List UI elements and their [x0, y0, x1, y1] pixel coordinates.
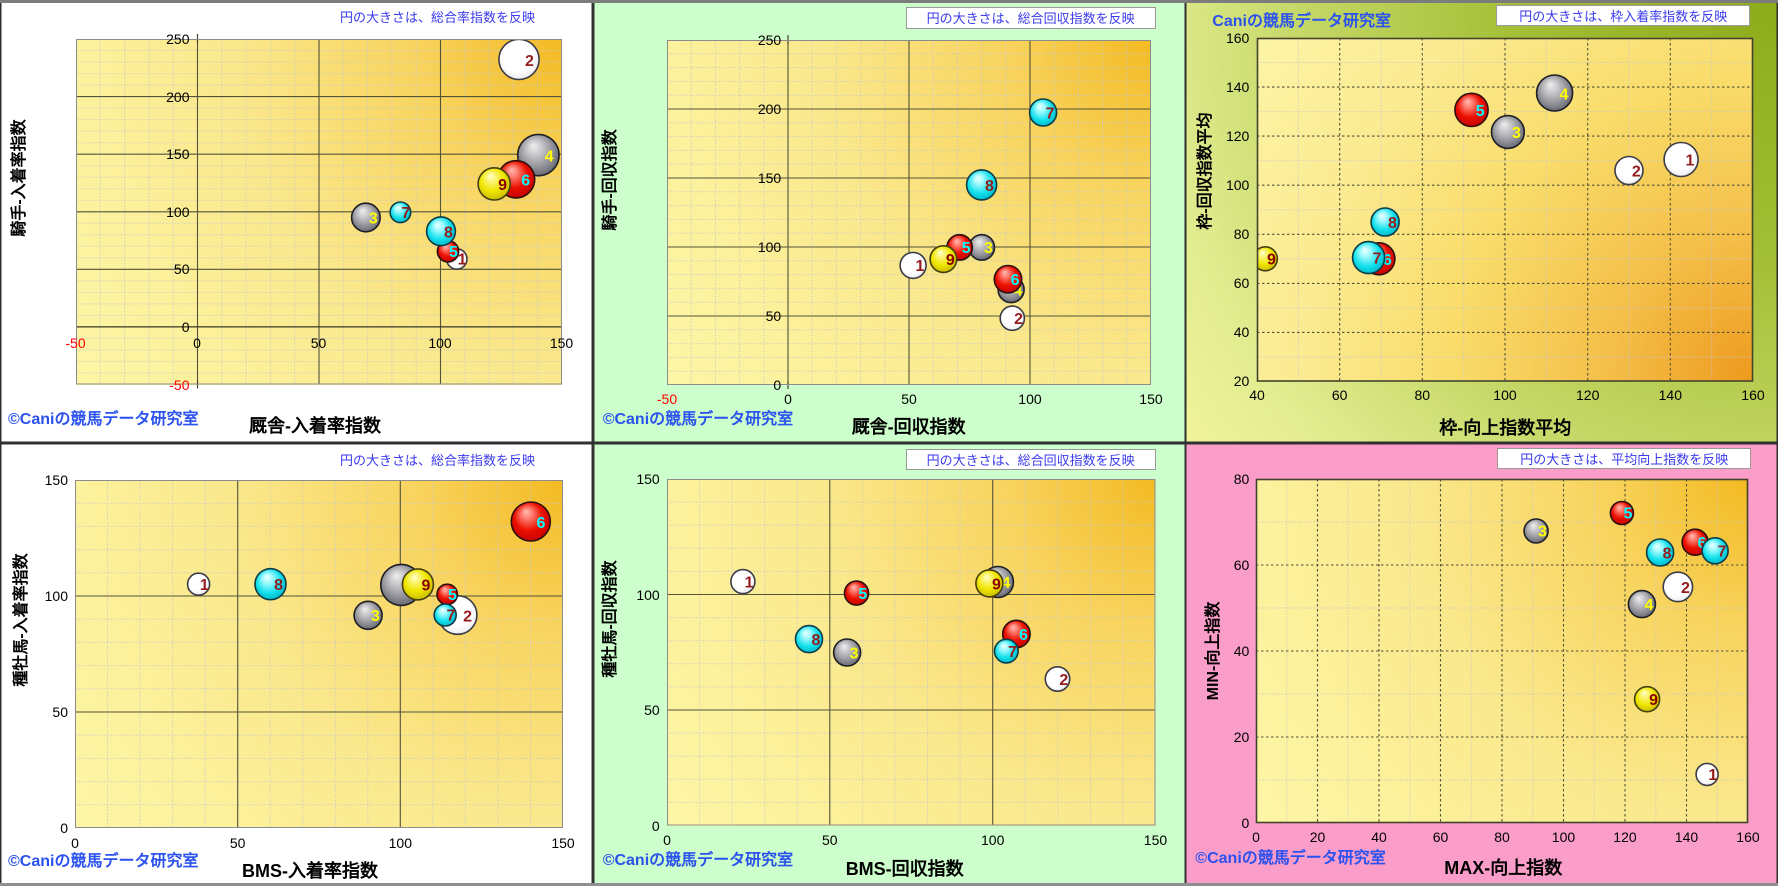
- svg-text:6: 6: [1383, 251, 1392, 268]
- svg-text:1: 1: [200, 577, 209, 594]
- svg-text:3: 3: [984, 240, 993, 257]
- svg-text:2: 2: [1014, 311, 1023, 328]
- svg-text:5: 5: [449, 244, 458, 261]
- svg-text:7: 7: [1372, 250, 1381, 267]
- svg-text:6: 6: [1011, 272, 1020, 289]
- svg-text:1: 1: [1708, 767, 1717, 784]
- svg-text:3: 3: [371, 608, 380, 625]
- svg-text:2: 2: [524, 53, 533, 70]
- svg-text:1: 1: [1685, 152, 1694, 169]
- svg-text:2: 2: [1059, 672, 1068, 689]
- svg-text:8: 8: [1663, 545, 1672, 562]
- svg-text:1: 1: [457, 252, 466, 269]
- svg-text:2: 2: [1632, 163, 1641, 180]
- svg-text:6: 6: [1697, 535, 1706, 552]
- svg-text:5: 5: [962, 240, 971, 257]
- svg-text:8: 8: [812, 632, 821, 649]
- svg-text:8: 8: [444, 224, 453, 241]
- svg-text:7: 7: [446, 608, 455, 625]
- svg-text:3: 3: [1538, 524, 1547, 541]
- svg-text:9: 9: [498, 177, 507, 194]
- svg-text:8: 8: [985, 178, 994, 195]
- svg-text:3: 3: [850, 645, 859, 662]
- svg-text:9: 9: [1649, 692, 1658, 709]
- svg-text:1: 1: [915, 258, 924, 275]
- svg-text:4: 4: [1644, 597, 1653, 614]
- svg-text:5: 5: [858, 586, 867, 603]
- svg-text:9: 9: [992, 576, 1001, 593]
- svg-text:1: 1: [745, 574, 754, 591]
- svg-text:7: 7: [1046, 105, 1055, 122]
- svg-text:7: 7: [1717, 544, 1726, 561]
- svg-text:4: 4: [1013, 282, 1022, 299]
- svg-text:2: 2: [463, 609, 472, 626]
- svg-text:4: 4: [544, 149, 553, 166]
- svg-text:9: 9: [1267, 251, 1276, 268]
- svg-text:4: 4: [1001, 575, 1010, 592]
- svg-text:3: 3: [1512, 125, 1521, 142]
- svg-text:9: 9: [946, 252, 955, 269]
- svg-text:2: 2: [1681, 580, 1690, 597]
- svg-text:5: 5: [1623, 506, 1632, 523]
- svg-text:5: 5: [448, 587, 457, 604]
- svg-text:4: 4: [1560, 86, 1569, 103]
- svg-text:3: 3: [368, 210, 377, 227]
- svg-text:7: 7: [401, 205, 410, 222]
- svg-text:6: 6: [521, 173, 530, 190]
- svg-text:8: 8: [1388, 214, 1397, 231]
- svg-text:6: 6: [1019, 627, 1028, 644]
- svg-text:7: 7: [1008, 644, 1017, 661]
- svg-text:8: 8: [274, 577, 283, 594]
- svg-text:5: 5: [1476, 103, 1485, 120]
- svg-text:9: 9: [422, 578, 431, 595]
- svg-text:6: 6: [536, 515, 545, 532]
